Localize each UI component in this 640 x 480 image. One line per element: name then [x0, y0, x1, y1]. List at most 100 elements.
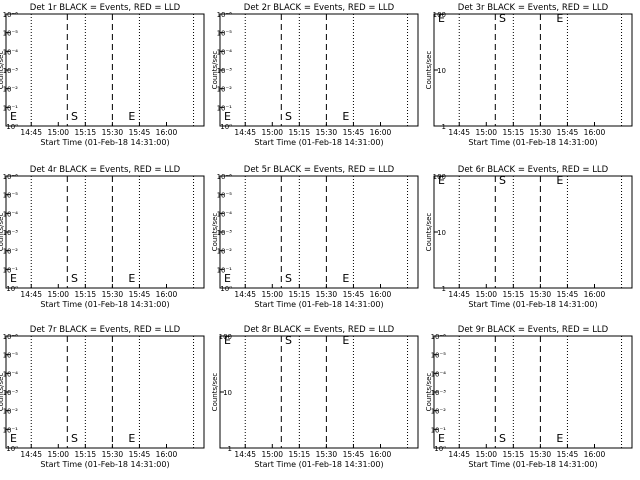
- x-tick-label: 14:45: [20, 128, 42, 137]
- x-tick-label: 15:45: [557, 290, 579, 299]
- y-tick-label: 10⁻³: [217, 229, 233, 237]
- y-tick-label: 10⁻⁴: [3, 210, 19, 218]
- plot-panel-7: Det 7r BLACK = Events, RED = LLD 10⁰ 10⁻¹ 1…: [0, 325, 205, 469]
- x-tick-label: 15:00: [47, 290, 69, 299]
- time-marker-letter: E: [10, 110, 17, 123]
- y-tick-label: 10⁻²: [431, 408, 447, 416]
- x-tick-label: 16:00: [584, 450, 606, 459]
- x-axis-label: Start Time (01-Feb-18 14:31:00): [40, 460, 169, 469]
- x-tick-label: 15:15: [503, 450, 525, 459]
- x-axis-label: Start Time (01-Feb-18 14:31:00): [254, 138, 383, 147]
- x-tick-label: 15:15: [289, 450, 311, 459]
- plot-panel-1: Det 1r BLACK = Events, RED = LLD 10⁰ 10⁻¹ 1…: [0, 3, 205, 147]
- x-tick-label: 15:15: [289, 128, 311, 137]
- plot-frame: [5, 175, 205, 289]
- time-marker-letter: E: [342, 272, 349, 285]
- y-tick-label: 10⁻⁵: [3, 352, 19, 360]
- y-tick-label: 10⁻³: [3, 389, 19, 397]
- plot-panel-4: Det 4r BLACK = Events, RED = LLD 10⁰ 10⁻¹ 1…: [0, 165, 205, 309]
- y-tick-label: 10: [223, 389, 232, 397]
- plot-frame: [433, 175, 633, 289]
- x-tick-label: 15:45: [129, 290, 151, 299]
- plot-frame: [433, 13, 633, 127]
- x-axis-label: Start Time (01-Feb-18 14:31:00): [40, 138, 169, 147]
- y-tick-label: 10⁻¹: [3, 104, 19, 112]
- x-tick-label: 14:45: [448, 290, 470, 299]
- y-tick-label: 100: [433, 173, 446, 181]
- y-tick-label: 10⁻⁴: [217, 48, 233, 56]
- y-tick-label: 10⁻²: [3, 86, 19, 94]
- time-marker-letter: E: [438, 12, 445, 25]
- y-tick-label: 10⁻¹: [217, 104, 233, 112]
- time-marker-letter: E: [438, 432, 445, 445]
- x-tick-label: 16:00: [156, 290, 178, 299]
- plot-frame: [433, 335, 633, 449]
- y-tick-label: 10⁻⁶: [3, 11, 19, 19]
- x-tick-label: 15:30: [316, 290, 338, 299]
- time-marker-letter: E: [556, 174, 563, 187]
- x-tick-label: 15:30: [102, 450, 124, 459]
- y-tick-label: 10⁻³: [217, 67, 233, 75]
- time-marker-letter: E: [128, 432, 135, 445]
- time-marker-letter: E: [556, 432, 563, 445]
- y-tick-label: 10⁻⁶: [3, 173, 19, 181]
- x-tick-label: 15:30: [102, 290, 124, 299]
- y-tick-label: 10⁻⁴: [217, 210, 233, 218]
- y-tick-label: 10⁻¹: [217, 266, 233, 274]
- y-tick-label: 10⁻²: [217, 86, 233, 94]
- x-tick-label: 16:00: [584, 128, 606, 137]
- y-axis-label: Counts/sec: [211, 51, 219, 90]
- plot-title: Det 9r BLACK = Events, RED = LLD: [458, 325, 609, 335]
- time-marker-letter: E: [224, 272, 231, 285]
- y-axis-label: Counts/sec: [425, 51, 433, 90]
- time-marker-letter: E: [10, 432, 17, 445]
- y-tick-label: 10⁰: [434, 445, 446, 453]
- y-tick-label: 10⁻⁴: [431, 370, 447, 378]
- x-axis-label: Start Time (01-Feb-18 14:31:00): [468, 138, 597, 147]
- plot-title: Det 7r BLACK = Events, RED = LLD: [30, 325, 181, 335]
- x-tick-label: 15:00: [261, 128, 283, 137]
- y-axis-label: Counts/sec: [425, 213, 433, 252]
- y-tick-label: 1: [228, 445, 232, 453]
- time-marker-letter: S: [285, 272, 292, 285]
- x-tick-label: 15:00: [261, 450, 283, 459]
- plot-frame: [219, 13, 419, 127]
- plot-panel-2: Det 2r BLACK = Events, RED = LLD 10⁰ 10⁻¹ 1…: [211, 3, 419, 147]
- time-marker-letter: S: [71, 110, 78, 123]
- x-tick-label: 14:45: [20, 290, 42, 299]
- x-tick-label: 15:30: [316, 128, 338, 137]
- x-tick-label: 15:45: [129, 128, 151, 137]
- y-tick-label: 100: [219, 333, 232, 341]
- x-tick-label: 15:00: [475, 290, 497, 299]
- plot-frame: [5, 13, 205, 127]
- y-tick-label: 10⁻³: [431, 389, 447, 397]
- x-tick-label: 15:45: [557, 450, 579, 459]
- plot-panel-8: Det 8r BLACK = Events, RED = LLD 1 10 100 14…: [211, 325, 419, 469]
- x-tick-label: 15:15: [75, 128, 97, 137]
- x-tick-label: 15:30: [530, 290, 552, 299]
- x-tick-label: 15:45: [343, 450, 365, 459]
- time-marker-letter: S: [285, 110, 292, 123]
- x-tick-label: 14:45: [20, 450, 42, 459]
- y-tick-label: 10⁰: [6, 285, 18, 293]
- x-tick-label: 15:00: [47, 128, 69, 137]
- x-tick-label: 15:00: [475, 450, 497, 459]
- x-tick-label: 15:30: [530, 450, 552, 459]
- y-tick-label: 10⁰: [220, 285, 232, 293]
- plot-panel-9: Det 9r BLACK = Events, RED = LLD 10⁰ 10⁻¹ 1…: [425, 325, 633, 469]
- y-tick-label: 100: [433, 11, 446, 19]
- plot-title: Det 8r BLACK = Events, RED = LLD: [244, 325, 395, 335]
- time-marker-letter: E: [224, 110, 231, 123]
- time-marker-letter: E: [10, 272, 17, 285]
- time-marker-letter: S: [285, 334, 292, 347]
- x-tick-label: 15:45: [343, 128, 365, 137]
- y-tick-label: 10⁻⁶: [217, 173, 233, 181]
- y-tick-label: 10⁰: [220, 123, 232, 131]
- time-marker-letter: E: [438, 174, 445, 187]
- y-axis-label: Counts/sec: [0, 373, 5, 412]
- y-tick-label: 10: [437, 67, 446, 75]
- y-tick-label: 10⁻³: [3, 229, 19, 237]
- time-marker-letter: E: [224, 334, 231, 347]
- x-tick-label: 15:15: [75, 450, 97, 459]
